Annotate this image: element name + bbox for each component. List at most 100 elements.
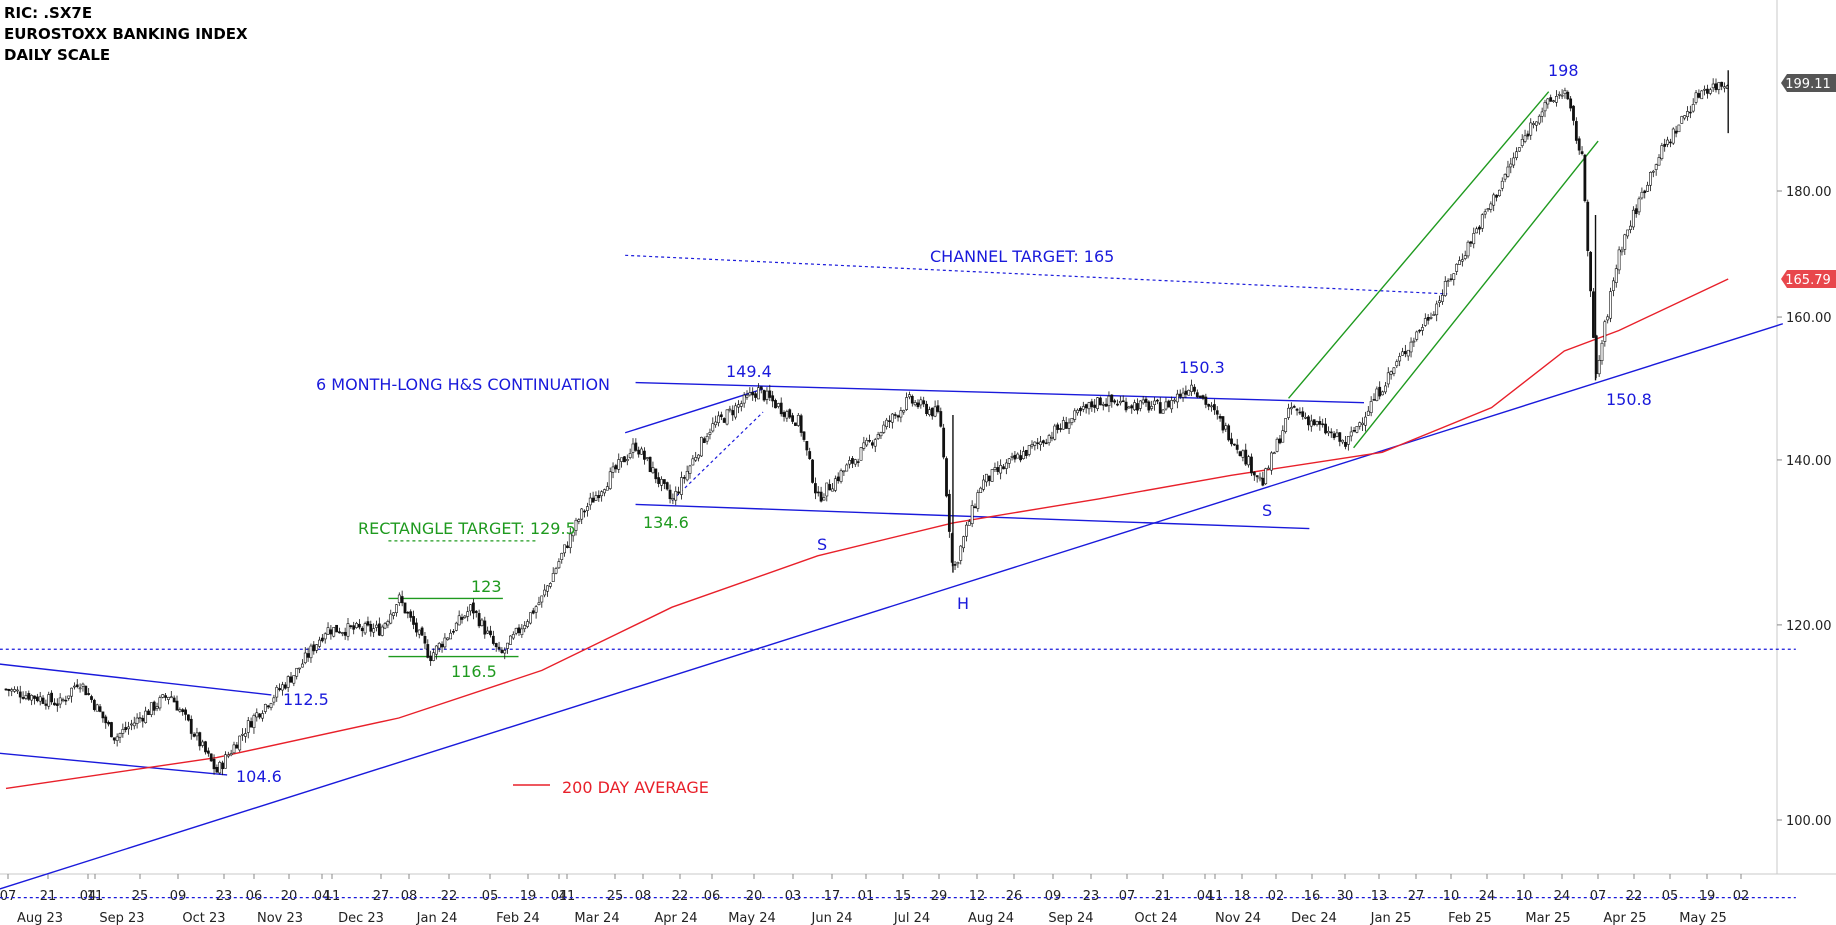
candle-body <box>990 469 994 482</box>
candle-body <box>218 762 222 774</box>
price-badge <box>1781 74 1836 93</box>
candle-body <box>417 629 421 635</box>
annotation-label: CHANNEL TARGET: 165 <box>930 247 1114 266</box>
candle-body <box>377 623 381 636</box>
candle-body <box>1352 429 1356 432</box>
candle-body <box>714 421 718 426</box>
candle-body <box>372 628 376 633</box>
candle-body <box>1193 386 1196 392</box>
candle-body <box>1295 408 1299 411</box>
candle-body <box>742 394 746 404</box>
legend-ma-label: 200 DAY AVERAGE <box>562 778 709 797</box>
candle-body <box>452 631 455 633</box>
candle-body <box>722 418 726 423</box>
candle-body <box>369 623 373 632</box>
hs-upper-neckline <box>635 381 1365 404</box>
candle-body <box>1056 424 1060 430</box>
candle-body <box>520 628 524 636</box>
candle-body <box>187 714 190 721</box>
candle-body <box>1669 141 1672 144</box>
candle-body <box>1158 402 1162 414</box>
candle-body <box>471 602 475 614</box>
candle-body <box>620 457 624 462</box>
candle-body <box>1646 184 1650 192</box>
candle-body <box>1498 189 1501 197</box>
candle-body <box>1711 83 1715 89</box>
candle-body <box>879 432 883 437</box>
candle-body <box>1418 329 1422 332</box>
candle-body <box>224 754 227 769</box>
candle-body <box>523 625 527 630</box>
candle-body <box>970 505 974 524</box>
candle-body <box>1358 422 1362 427</box>
candle-body <box>1093 404 1097 408</box>
x-month-label: Aug 23 <box>17 911 63 925</box>
x-day-label: 10 <box>1516 889 1533 904</box>
candle-body <box>751 391 755 396</box>
annotation-label: 198 <box>1548 61 1579 80</box>
candle-body <box>657 477 661 484</box>
candle-body <box>192 733 196 737</box>
candle-body <box>1398 356 1402 362</box>
candle-body <box>432 652 435 661</box>
candle-body <box>61 699 65 701</box>
candle-body <box>1104 403 1108 407</box>
candle-body <box>1130 405 1134 409</box>
candle-body <box>1033 441 1037 446</box>
candle-body <box>1218 416 1222 419</box>
x-day-label: 07 <box>1590 889 1607 904</box>
candle-body <box>286 676 290 688</box>
candle-body <box>1552 100 1555 102</box>
candle-body <box>1346 436 1350 445</box>
candle-body <box>1415 331 1419 340</box>
candle-body <box>204 741 207 753</box>
candle-body <box>212 758 216 770</box>
candle-body <box>939 411 943 427</box>
candle-body <box>440 643 444 648</box>
annotation-label: 116.5 <box>451 662 497 681</box>
candle-body <box>851 458 854 464</box>
candle-body <box>1674 130 1678 134</box>
candle-body <box>682 477 686 479</box>
candle-body <box>249 721 253 728</box>
candle-body <box>588 497 592 506</box>
candle-body <box>819 491 823 502</box>
x-month-label: Nov 24 <box>1215 911 1261 925</box>
candle-body <box>1344 441 1347 447</box>
candle-body <box>1700 90 1704 100</box>
candle-body <box>238 735 242 751</box>
candle-body <box>1643 190 1647 194</box>
chart-index-name: EUROSTOXX BANKING INDEX <box>4 25 248 43</box>
candle-body <box>47 694 51 707</box>
candle-body <box>1597 360 1601 375</box>
x-day-label: 08 <box>635 889 652 904</box>
candle-body <box>412 616 415 625</box>
candle-body <box>303 652 307 664</box>
candle-body <box>1175 393 1179 403</box>
annotation-label: 150.3 <box>1179 358 1225 377</box>
candle-body <box>33 695 36 699</box>
candle-body <box>144 710 148 723</box>
candle-body <box>1047 435 1051 444</box>
candle-body <box>979 487 983 493</box>
candle-body <box>1509 163 1513 168</box>
candle-body <box>1614 268 1618 283</box>
candle-body <box>457 615 461 626</box>
downtrend-lower <box>0 752 228 776</box>
candle-body <box>802 431 806 440</box>
channel-upper <box>1288 91 1550 399</box>
candle-body <box>600 491 604 497</box>
candle-body <box>759 386 763 390</box>
candle-body <box>1087 402 1091 410</box>
candle-body <box>104 716 108 724</box>
candle-body <box>1270 452 1273 471</box>
candle-body <box>922 400 926 405</box>
candle-body <box>788 409 792 418</box>
candle-body <box>511 634 515 639</box>
candle-body <box>605 486 609 491</box>
annotation-label: 112.5 <box>283 690 329 709</box>
candle-body <box>1113 400 1117 403</box>
candle-body <box>617 459 621 470</box>
candle-body <box>41 697 45 704</box>
candle-body <box>269 703 273 709</box>
